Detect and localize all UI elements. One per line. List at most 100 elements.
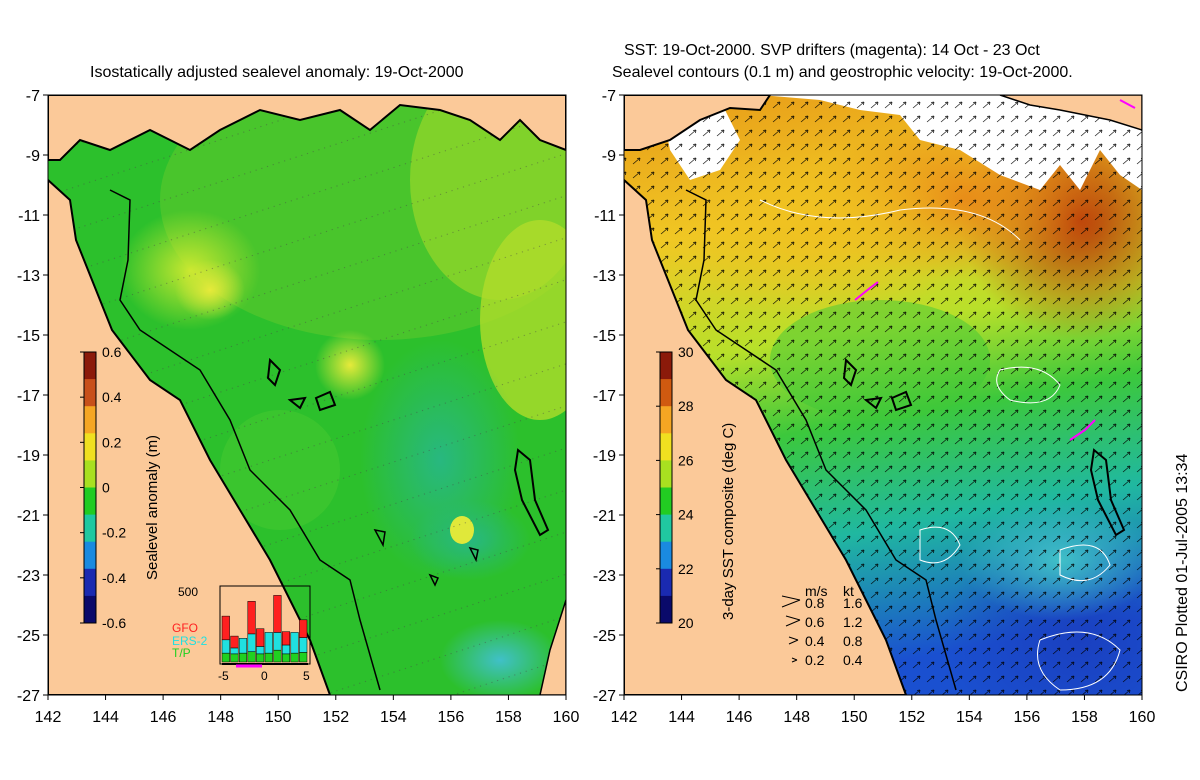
inset-bar-gfo [273, 595, 282, 633]
velocity-row-ms: 0.6 [805, 614, 825, 630]
right-axis-ytick-label: -13 [593, 268, 616, 285]
left-axis-xtick-label: 146 [150, 709, 177, 726]
left-axis-ytick-label: -19 [17, 448, 40, 465]
left-axis-ytick-label: -21 [17, 508, 40, 525]
left-panel-title: Isostatically adjusted sealevel anomaly:… [90, 64, 464, 81]
inset-histogram: 500 GFO ERS-2 T/P -5 0 5 [172, 585, 311, 683]
inset-legend-tp: T/P [172, 646, 191, 660]
velocity-row-kt: 0.8 [843, 633, 863, 649]
velocity-row-kt: 1.6 [843, 595, 863, 611]
right-colorbar-tick-label: 20 [678, 615, 694, 631]
velocity-row-kt: 0.4 [843, 652, 863, 668]
right-axis-ytick-label: -9 [602, 148, 616, 165]
right-colorbar-swatch [660, 352, 672, 380]
right-colorbar-swatch [660, 379, 672, 407]
right-axis-ytick-label: -21 [593, 508, 616, 525]
right-axis-xtick-label: 154 [956, 709, 983, 726]
right-axes: -7 -9 -11 -13 -15 -17 -19 -21 -23 -25 -27 142 144 146… [593, 88, 1156, 726]
left-land-east [539, 599, 566, 695]
left-axis-xtick-label: 160 [553, 709, 580, 726]
inset-ymax-label: 500 [178, 585, 198, 599]
left-colorbar-tick-label: 0.2 [102, 434, 122, 450]
right-colorbar-swatch [660, 460, 672, 488]
right-land-new-guinea [624, 95, 772, 151]
left-axis-ytick-label: -27 [17, 688, 40, 705]
inset-bar-gfo [299, 619, 308, 638]
right-axis-xtick-label: 142 [611, 709, 638, 726]
left-land-new-guinea [48, 95, 566, 161]
left-axis-ytick-label: -17 [17, 388, 40, 405]
left-map [48, 95, 566, 695]
inset-bar-ers [299, 637, 308, 653]
velocity-arrow-02 [791, 657, 798, 663]
inset-bar-tp [264, 652, 273, 663]
left-colorbar-swatch [84, 568, 96, 597]
inset-legend-ers2: ERS-2 [172, 634, 208, 648]
left-colorbar-tick-label: 0.4 [102, 389, 122, 405]
inset-xtick-neg5: -5 [218, 669, 229, 683]
right-axis-ytick-label: -17 [593, 388, 616, 405]
velocity-row-ms: 0.8 [805, 595, 825, 611]
right-axis-ytick-label: -25 [593, 628, 616, 645]
right-colorbar-swatch [660, 595, 672, 624]
right-colorbar-label: 3-day SST composite (deg C) [720, 423, 737, 620]
left-land-australia [48, 178, 332, 695]
right-colorbar-swatch [660, 514, 672, 543]
left-colorbar-swatch [84, 514, 96, 543]
right-colorbar-swatch [660, 487, 672, 516]
right-colorbar-swatch [660, 406, 672, 434]
right-colorbar-swatch [660, 541, 672, 570]
right-panel-title-line1: SST: 19-Oct-2000. SVP drifters (magenta)… [624, 42, 1040, 59]
left-axis-ytick-label: -23 [17, 568, 40, 585]
right-colorbar-tick-label: 28 [678, 398, 694, 414]
inset-bar-ers [221, 639, 230, 654]
right-colorbar-swatch [660, 568, 672, 597]
inset-bar-tp [230, 653, 239, 663]
velocity-legend: m/s kt 0.8 1.6 0.6 1.2 0.4 0.8 0.2 0.4 [781, 583, 863, 668]
right-axis-xtick-label: 144 [668, 709, 695, 726]
right-axis-ytick-label: -27 [593, 688, 616, 705]
inset-bar-ers [264, 632, 273, 654]
right-axis-xtick-label: 150 [841, 709, 868, 726]
right-colorbar-tick-label: 30 [678, 344, 694, 360]
left-axis-ytick-label: -13 [17, 268, 40, 285]
left-axis-xtick-label: 156 [438, 709, 465, 726]
left-axis-ytick-label: -25 [17, 628, 40, 645]
left-axis-xtick-label: 158 [495, 709, 522, 726]
right-colorbar-tick-label: 24 [678, 507, 694, 523]
inset-bar-gfo [256, 628, 265, 647]
right-axis-ytick-label: -7 [602, 88, 616, 105]
inset-bar-ers [256, 646, 265, 655]
right-axis-ytick-label: -15 [593, 328, 616, 345]
right-axis-ytick-label: -11 [594, 208, 616, 225]
left-colorbar-label: Sealevel anomaly (m) [144, 435, 161, 580]
velocity-row-kt: 1.2 [843, 614, 863, 630]
left-axis-ytick-label: -11 [18, 208, 40, 225]
left-colorbar-swatch [84, 595, 96, 624]
inset-bar-gfo [281, 631, 291, 646]
right-axis-xtick-label: 158 [1071, 709, 1098, 726]
velocity-legend-kt-header: kt [843, 583, 854, 599]
inset-bar-gfo [247, 601, 256, 635]
right-axis-xtick-label: 152 [898, 709, 925, 726]
inset-bar-tp [281, 653, 291, 663]
left-colorbar-tick-label: 0 [102, 480, 110, 496]
velocity-row-ms: 0.4 [805, 633, 825, 649]
inset-xtick-5: 5 [303, 669, 310, 683]
right-map [624, 95, 1142, 695]
velocity-arrow-06 [785, 615, 801, 627]
right-axis-xtick-label: 148 [783, 709, 810, 726]
left-axis-xtick-label: 150 [265, 709, 292, 726]
left-axis-xtick-label: 152 [322, 709, 349, 726]
left-axis-xtick-label: 142 [35, 709, 62, 726]
right-axis-xtick-label: 146 [726, 709, 753, 726]
right-colorbar-swatch [660, 433, 672, 461]
left-axis-xtick-label: 154 [380, 709, 407, 726]
right-colorbar-tick-label: 22 [678, 561, 694, 577]
left-axis-ytick-label: -7 [26, 88, 40, 105]
velocity-arrow-04 [788, 636, 799, 645]
left-colorbar-tick-label: -0.2 [102, 525, 126, 541]
left-colorbar-swatch [84, 541, 96, 570]
inset-bar-ers [230, 647, 239, 655]
